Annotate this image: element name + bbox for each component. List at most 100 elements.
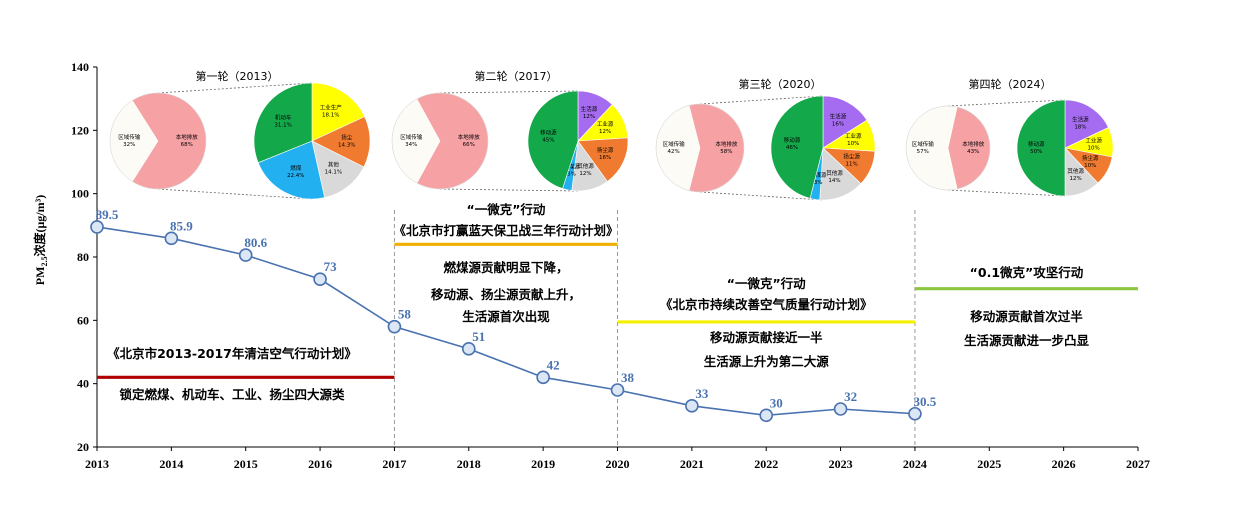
local-pie-slice — [770, 95, 824, 199]
local-pie-slice-pct: 14.1% — [325, 169, 342, 175]
data-label: 30.5 — [914, 394, 937, 409]
pie-connector — [699, 191, 824, 201]
local-pie-slice-label: 扬尘源 — [1082, 154, 1099, 162]
data-label: 30 — [770, 395, 783, 410]
overview-pie-slice-label: 本地排放 — [176, 133, 199, 141]
overview-pie-slice-label: 本地排放 — [715, 140, 738, 148]
overview-pie-slice-label: 区域传输 — [663, 140, 686, 148]
pie-round-title: 第一轮（2013） — [196, 69, 279, 83]
local-pie-slice-label: 工业源 — [1085, 136, 1102, 144]
local-pie-slice-label: 扬尘 — [341, 134, 353, 142]
local-pie-slice-label: 移动源 — [540, 128, 557, 136]
local-pie-slice — [1016, 99, 1066, 197]
local-pie-slice-label: 燃煤源 — [563, 162, 580, 170]
data-label: 32 — [844, 389, 857, 404]
local-pie-slice-pct: 16% — [599, 155, 611, 161]
local-pie-slice — [577, 137, 629, 182]
local-pie-slice-pct: 12% — [599, 129, 611, 135]
local-pie-slice-pct: 16% — [832, 122, 844, 128]
phase-note: 移动源贡献首次过半 — [970, 309, 1083, 324]
local-pie-slice-pct: 46% — [786, 145, 798, 151]
local-pie-slice-pct: 10% — [1084, 163, 1096, 169]
data-label: 85.9 — [170, 218, 193, 233]
overview-pie-slice-pct: 32% — [123, 142, 135, 148]
overview-pie-slice-label: 区域传输 — [118, 133, 141, 141]
data-point — [313, 272, 327, 286]
y-tick-label: 120 — [71, 123, 89, 137]
local-pie-slice-label: 燃煤 — [290, 164, 302, 172]
local-pie-slice-pct: 45% — [542, 137, 554, 143]
local-pie-slice — [527, 90, 579, 189]
local-pie-slice-pct: 11% — [846, 161, 858, 167]
series-line — [96, 226, 915, 417]
pie-round-title: 第四轮（2024） — [969, 77, 1052, 91]
data-point — [164, 231, 179, 246]
x-tick-label: 2019 — [531, 457, 555, 471]
x-tick-label: 2026 — [1052, 457, 1076, 471]
y-axis-title-main: PM — [33, 267, 47, 286]
pie-round-title: 第二轮（2017） — [475, 69, 558, 83]
y-tick-label: 80 — [77, 250, 89, 264]
y-tick-label: 100 — [71, 187, 89, 201]
x-tick-label: 2020 — [606, 457, 630, 471]
y-tick-label: 140 — [71, 60, 89, 74]
x-tick-label: 2016 — [308, 457, 332, 471]
data-label: 33 — [695, 386, 709, 401]
x-tick-label: 2023 — [829, 457, 853, 471]
local-pie-slice-label: 其他源 — [826, 169, 843, 177]
phase-annotations: 《北京市2013-2017年清洁空气行动计划》锁定燃煤、机动车、工业、扬尘四大源… — [97, 202, 1138, 402]
data-point — [90, 220, 104, 234]
y-axis-title-sub: 2.5 — [40, 257, 49, 267]
pie-connector — [157, 82, 313, 94]
x-tick-label: 2022 — [754, 457, 778, 471]
data-label: 51 — [472, 329, 485, 344]
x-tick-label: 2025 — [977, 457, 1001, 471]
pie-connector — [439, 90, 579, 94]
overview-pie-slice-pct: 43% — [967, 149, 979, 155]
x-tick-label: 2014 — [159, 457, 183, 471]
local-pie-slice-label: 工业生产 — [320, 104, 343, 112]
pie-connector — [947, 189, 1066, 197]
local-pie-slice — [1064, 99, 1109, 149]
source-apportionment-pies: 区域传输32%本地排放68%工业生产18.1%扬尘14.3%其他14.1%燃煤2… — [109, 69, 1114, 201]
phase-note: 生活源首次出现 — [462, 309, 550, 324]
y-tick-label: 40 — [77, 377, 89, 391]
overview-pie-slice-pct: 68% — [181, 142, 193, 148]
local-pie-slice-label: 移动源 — [1028, 140, 1045, 148]
local-pie-slice — [311, 82, 366, 142]
pie-connector — [157, 188, 313, 200]
phase-note: 移动源贡献接近一半 — [710, 330, 823, 345]
local-pie-slice-pct: 14.3% — [338, 143, 355, 149]
x-tick-label: 2021 — [680, 457, 704, 471]
local-pie-slice-pct: 31.1% — [274, 123, 291, 129]
local-pie-slice-label: 工业源 — [845, 132, 862, 140]
overview-pie-slice-pct: 42% — [667, 149, 679, 155]
overview-pie-slice-pct: 34% — [405, 142, 417, 148]
local-pie-slice-label: 其他 — [328, 160, 340, 168]
phase-title: 《北京市打赢蓝天保卫战三年行动计划》 — [393, 223, 618, 238]
local-pie-slice-pct: 3% — [567, 171, 576, 177]
data-label: 73 — [324, 259, 338, 274]
x-tick-label: 2017 — [382, 457, 406, 471]
local-pie-slice-label: 生活源 — [581, 105, 598, 113]
overview-pie-outline — [655, 103, 745, 193]
y-axis-title: PM2.5浓度(μg/m³) — [32, 195, 49, 285]
local-pie-slice-pct: 18.1% — [322, 113, 339, 119]
local-pie-slice-label: 生活源 — [830, 113, 847, 121]
local-pie-slice-pct: 50% — [1030, 149, 1042, 155]
local-pie-slice-pct: 12% — [1069, 176, 1081, 182]
data-label: 89.5 — [96, 207, 119, 222]
phase-subtitle: “一微克”行动 — [727, 276, 806, 291]
local-pie-slice-pct: 18% — [1074, 125, 1086, 131]
phase-note: 生活源上升为第二大源 — [704, 354, 830, 369]
axes: 20 40 60 80 100 120 140 2013 2014 2015 2016 2017 201… — [71, 60, 1150, 471]
overview-pie-outline — [391, 92, 489, 190]
local-pie-slice-pct: 22.4% — [287, 173, 304, 179]
overview-pie-slice-label: 本地排放 — [962, 140, 985, 148]
local-pie-slice-label: 生活源 — [1072, 116, 1089, 124]
pie-round-title: 第三轮（2020） — [739, 77, 822, 91]
data-point — [387, 319, 402, 334]
local-pie-slice-pct: 10% — [847, 141, 859, 147]
phase-subtitle: “一微克”行动 — [466, 202, 545, 217]
